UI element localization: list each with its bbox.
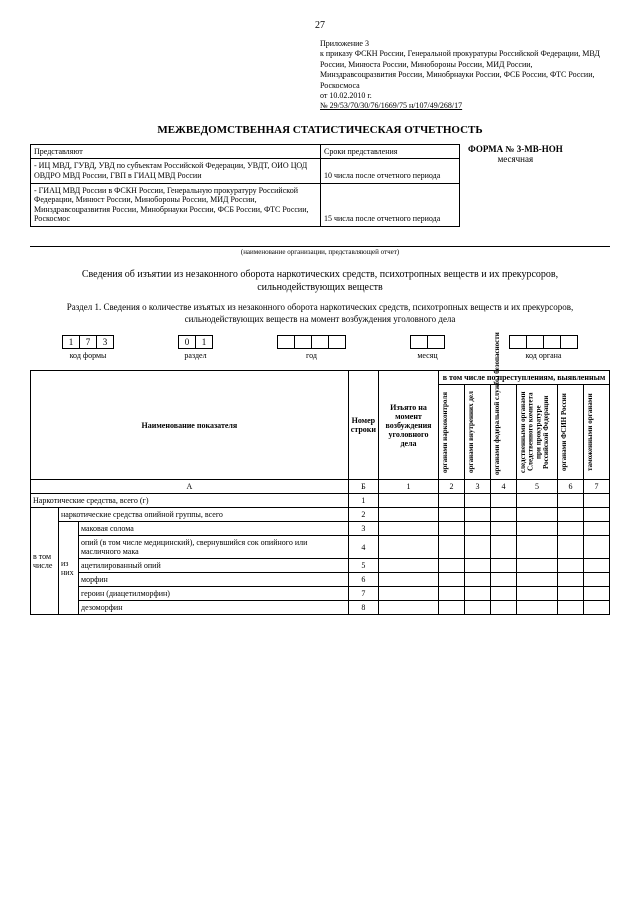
hdr-row: Номер строки (348, 371, 378, 480)
subtitle: Сведения об изъятии из незаконного оборо… (50, 268, 590, 294)
form-box: ФОРМА № 3-МВ-НОН месячная (468, 144, 563, 164)
code-cell: 3 (96, 335, 114, 349)
hdr-name: Наименование показателя (31, 371, 349, 480)
code-cell (543, 335, 561, 349)
code-label: раздел (178, 351, 213, 360)
code-cell (526, 335, 544, 349)
appendix-block: Приложение 3 к приказу ФСКН России, Гене… (320, 39, 610, 112)
code-cell: 1 (62, 335, 80, 349)
org-name-caption: (наименование организации, представляюще… (30, 248, 610, 256)
col-6: органами ФСИН России (558, 385, 584, 480)
pres-r1c2: 10 числа после отчетного периода (321, 159, 460, 183)
data-table: Наименование показателя Номер строки Изъ… (30, 370, 610, 615)
code-month: месяц (410, 335, 445, 360)
section-title: Раздел 1. Сведения о количестве изъятых … (40, 302, 600, 325)
col-3: органами внутренних дел (465, 385, 491, 480)
pres-h2: Сроки представления (321, 144, 460, 159)
code-year: год (277, 335, 346, 360)
col-4: органами федеральной службы безопасности (491, 385, 517, 480)
pres-r2c2: 15 числа после отчетного периода (321, 183, 460, 226)
code-cell (328, 335, 346, 349)
code-cell (277, 335, 295, 349)
code-cell: 7 (79, 335, 97, 349)
table-row: ацетилированный опий 5 (31, 559, 610, 573)
col-2: органами наркоконтроля (439, 385, 465, 480)
letter-row: А Б 1 2 3 4 5 6 7 (31, 480, 610, 494)
pres-r2c1: - ГИАЦ МВД России в ФСКН России, Генерал… (31, 183, 321, 226)
appendix-date: от 10.02.2010 г. (320, 91, 610, 101)
code-cell: 1 (195, 335, 213, 349)
appendix-line1: Приложение 3 (320, 39, 610, 49)
table-row: в том числе наркотические средства опийн… (31, 508, 610, 522)
codes-row: 1 7 3 код формы 0 1 раздел год месяц (30, 335, 610, 360)
col-7: таможенными органами (584, 385, 610, 480)
pres-h1: Представляют (31, 144, 321, 159)
table-row: опий (в том числе медицинский), свернувш… (31, 536, 610, 559)
table-row: дезоморфин 8 (31, 601, 610, 615)
pres-r1c1: - ИЦ МВД, ГУВД, УВД по субъектам Российс… (31, 159, 321, 183)
org-name-line (30, 235, 610, 247)
appendix-number: № 29/53/70/30/76/1669/75 н/107/49/268/17 (320, 101, 610, 111)
table-row: Наркотические средства, всего (г) 1 (31, 494, 610, 508)
code-cell (509, 335, 527, 349)
code-cell (410, 335, 428, 349)
page-number: 27 (30, 20, 610, 31)
col-5: следственными органами Следственного ком… (517, 385, 558, 480)
code-cell (311, 335, 329, 349)
code-label: код формы (62, 351, 114, 360)
hdr-span: в том числе по преступлениям, выявленным (439, 371, 610, 385)
appendix-line2: к приказу ФСКН России, Генеральной проку… (320, 49, 610, 91)
table-row: из них маковая солома 3 (31, 522, 610, 536)
code-section: 0 1 раздел (178, 335, 213, 360)
code-cell (560, 335, 578, 349)
code-form: 1 7 3 код формы (62, 335, 114, 360)
code-label: месяц (410, 351, 445, 360)
table-row: морфин 6 (31, 573, 610, 587)
presentation-table: Представляют Сроки представления - ИЦ МВ… (30, 144, 460, 227)
form-period: месячная (468, 154, 563, 164)
hdr-seized: Изъято на момент возбуждения уголовного … (379, 371, 439, 480)
code-org: код органа (509, 335, 578, 360)
form-label: ФОРМА № 3-МВ-НОН (468, 144, 563, 154)
code-cell (427, 335, 445, 349)
main-title: МЕЖВЕДОМСТВЕННАЯ СТАТИСТИЧЕСКАЯ ОТЧЕТНОС… (30, 124, 610, 136)
code-cell: 0 (178, 335, 196, 349)
code-cell (294, 335, 312, 349)
code-label: код органа (509, 351, 578, 360)
code-label: год (277, 351, 346, 360)
table-row: героин (диацетилморфин) 7 (31, 587, 610, 601)
